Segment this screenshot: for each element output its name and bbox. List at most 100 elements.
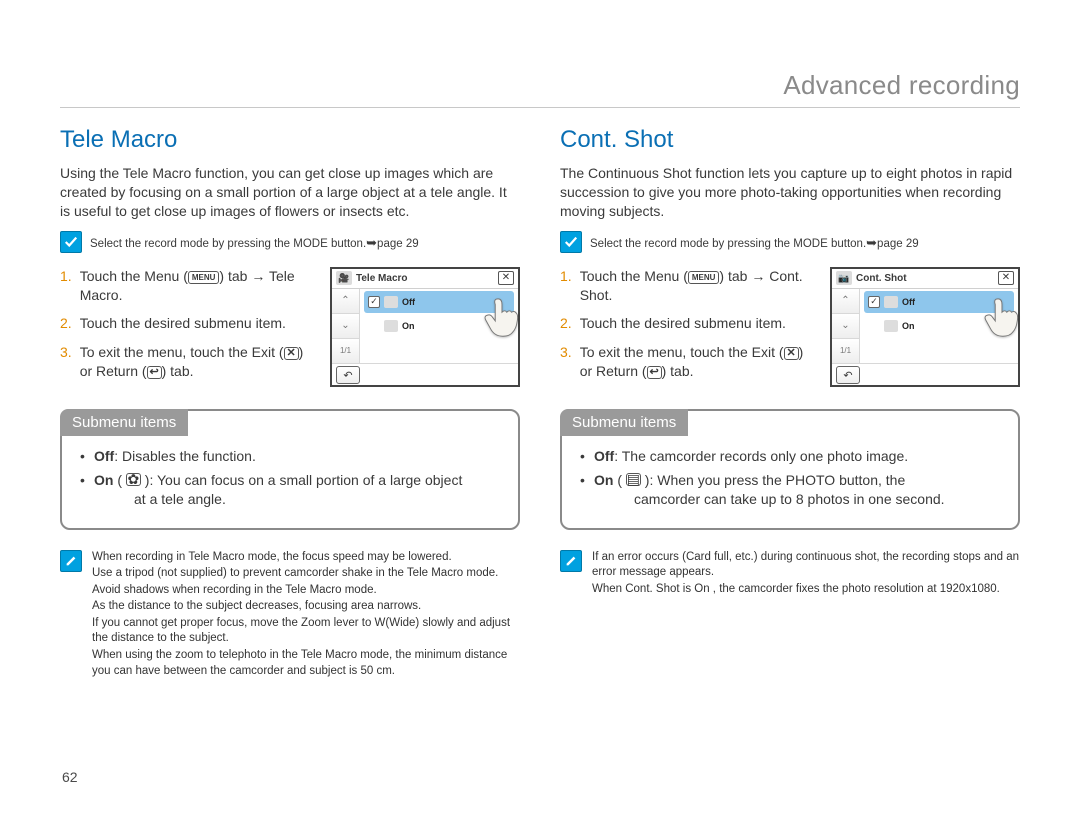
right-steps: 1. Touch the Menu (MENU) tab → Cont. Sho… <box>560 267 812 391</box>
step-text: Touch the Menu (MENU) tab → Cont. Shot. <box>580 267 812 305</box>
step-text: Touch the Menu (MENU) tab → Tele Macro. <box>80 267 312 305</box>
notes-list: If an error occurs (Card full, etc.) dur… <box>592 550 1020 599</box>
row-label: On <box>902 321 915 331</box>
right-steps-wrap: 1. Touch the Menu (MENU) tab → Cont. Sho… <box>560 267 1020 391</box>
screen-body: ⌃ ⌄ 1/1 ✓ Off On <box>832 289 1018 363</box>
step-number: 1. <box>560 267 572 305</box>
step-text-a: To exit the menu, touch the Exit ( <box>80 344 284 360</box>
left-mode-note: Select the record mode by pressing the M… <box>60 231 520 253</box>
check-icon: ✓ <box>868 296 880 308</box>
note-line: As the distance to the subject decreases… <box>92 599 520 615</box>
screen-footer: ↶ <box>332 363 518 387</box>
submenu-item-line2: camcorder can take up to 8 photos in one… <box>594 490 1000 510</box>
note-line: Use a tripod (not supplied) to prevent c… <box>92 566 520 582</box>
submenu-item-off: Off: The camcorder records only one phot… <box>580 447 1000 467</box>
note-pencil-icon <box>60 550 82 572</box>
page-section-header: Advanced recording <box>60 70 1020 108</box>
step-1: 1. Touch the Menu (MENU) tab → Tele Macr… <box>60 267 312 305</box>
screen-mockup: 📷 Cont. Shot ✕ ⌃ ⌄ 1/1 ✓ Off <box>830 267 1020 387</box>
screen-header: 🎥 Tele Macro ✕ <box>332 269 518 289</box>
screen-rows: ✓ Off On <box>860 289 1018 363</box>
return-button[interactable]: ↶ <box>836 366 860 384</box>
step-2: 2. Touch the desired submenu item. <box>60 314 312 333</box>
screen-rows: ✓ Off On <box>360 289 518 363</box>
submenu-list: Off: The camcorder records only one phot… <box>580 447 1000 510</box>
screen-header: 📷 Cont. Shot ✕ <box>832 269 1018 289</box>
submenu-item-on: On ( ✿ ): You can focus on a small porti… <box>80 471 500 510</box>
step-number: 3. <box>560 343 572 381</box>
mode-note-page: page 29 <box>877 238 919 250</box>
screen-title: Tele Macro <box>356 273 494 284</box>
return-button[interactable]: ↶ <box>336 366 360 384</box>
step-text-b: ) tab <box>219 268 251 284</box>
right-intro: The Continuous Shot function lets you ca… <box>560 164 1020 221</box>
close-icon: ✕ <box>784 347 799 360</box>
note-line: When Cont. Shot is On , the camcorder fi… <box>592 582 1020 598</box>
check-placeholder <box>868 320 880 332</box>
scroll-down-button[interactable]: ⌄ <box>332 314 359 339</box>
submenu-item-label: On <box>94 472 113 488</box>
left-title: Tele Macro <box>60 126 520 154</box>
row-icon <box>884 320 898 332</box>
step-text-c: ) tab. <box>162 363 194 379</box>
row-label: Off <box>402 297 415 307</box>
submenu-box: Submenu items Off: Disables the function… <box>60 409 520 530</box>
screen-footer: ↶ <box>832 363 1018 387</box>
left-intro: Using the Tele Macro function, you can g… <box>60 164 520 221</box>
note-line: When recording in Tele Macro mode, the f… <box>92 550 520 566</box>
left-column: Tele Macro Using the Tele Macro function… <box>60 126 520 680</box>
note-line: Avoid shadows when recording in the Tele… <box>92 583 520 599</box>
notes-block: When recording in Tele Macro mode, the f… <box>60 550 520 680</box>
row-icon <box>384 320 398 332</box>
row-icon <box>884 296 898 308</box>
step-2: 2. Touch the desired submenu item. <box>560 314 812 333</box>
check-icon: ✓ <box>368 296 380 308</box>
check-placeholder <box>368 320 380 332</box>
scroll-up-button[interactable]: ⌃ <box>832 289 859 314</box>
menu-button-icon: MENU <box>688 271 720 284</box>
content-columns: Tele Macro Using the Tele Macro function… <box>60 126 1020 680</box>
note-pencil-icon <box>560 550 582 572</box>
pointing-hand-icon <box>478 295 524 341</box>
scroll-up-button[interactable]: ⌃ <box>332 289 359 314</box>
step-text-c: ) tab. <box>662 363 694 379</box>
submenu-item-line2: at a tele angle. <box>94 490 500 510</box>
scroll-down-button[interactable]: ⌄ <box>832 314 859 339</box>
return-icon: ↩ <box>647 366 662 379</box>
left-mode-note-text: Select the record mode by pressing the M… <box>90 231 419 252</box>
step-number: 1. <box>60 267 72 305</box>
step-text: To exit the menu, touch the Exit (✕) or … <box>80 343 312 381</box>
note-line: When using the zoom to telephoto in the … <box>92 648 520 679</box>
submenu-item-label: Off <box>94 448 114 464</box>
arrow-icon: ➥ <box>866 235 877 252</box>
right-mode-note: Select the record mode by pressing the M… <box>560 231 1020 253</box>
step-text-a: Touch the Menu ( <box>80 268 188 284</box>
step-number: 3. <box>60 343 72 381</box>
telemacro-icon: ✿ <box>126 473 141 486</box>
right-title: Cont. Shot <box>560 126 1020 154</box>
return-icon: ↩ <box>147 366 162 379</box>
screen-close-icon[interactable]: ✕ <box>498 271 514 285</box>
submenu-heading: Submenu items <box>60 409 188 436</box>
arrow-icon: → <box>751 268 765 284</box>
step-text-b: ) tab <box>719 268 751 284</box>
note-line: If you cannot get proper focus, move the… <box>92 616 520 647</box>
screen-close-icon[interactable]: ✕ <box>998 271 1014 285</box>
notes-list: When recording in Tele Macro mode, the f… <box>92 550 520 680</box>
mode-note-page: page 29 <box>377 238 419 250</box>
screen-body: ⌃ ⌄ 1/1 ✓ Off On <box>332 289 518 363</box>
submenu-item-label: Off <box>594 448 614 464</box>
page-indicator: 1/1 <box>832 339 859 363</box>
step-text-a: To exit the menu, touch the Exit ( <box>580 344 784 360</box>
note-line: If an error occurs (Card full, etc.) dur… <box>592 550 1020 581</box>
right-mode-note-text: Select the record mode by pressing the M… <box>590 231 919 252</box>
step-text-a: Touch the Menu ( <box>580 268 688 284</box>
close-icon: ✕ <box>284 347 299 360</box>
screen-title: Cont. Shot <box>856 273 994 284</box>
submenu-item-label: On <box>594 472 613 488</box>
submenu-item-off: Off: Disables the function. <box>80 447 500 467</box>
submenu-item-desc: : The camcorder records only one photo i… <box>614 448 908 464</box>
step-text: To exit the menu, touch the Exit (✕) or … <box>580 343 812 381</box>
screen-mockup: 🎥 Tele Macro ✕ ⌃ ⌄ 1/1 ✓ Off <box>330 267 520 387</box>
mode-note-prefix: Select the record mode by pressing the M… <box>590 238 866 250</box>
